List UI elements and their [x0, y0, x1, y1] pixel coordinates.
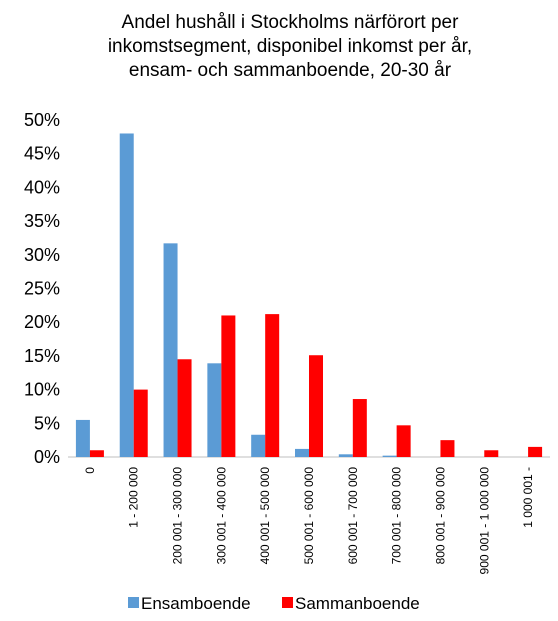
y-tick-label: 25% — [24, 279, 60, 299]
bar — [163, 243, 178, 457]
y-tick-label: 50% — [24, 110, 60, 130]
bar — [382, 455, 397, 457]
bar — [528, 446, 543, 457]
x-tick-label: 800 001 - 900 000 — [433, 467, 447, 565]
y-tick-label: 5% — [34, 413, 60, 433]
y-tick-label: 0% — [34, 447, 60, 467]
legend-label: Ensamboende — [141, 594, 251, 613]
bar — [89, 450, 104, 457]
x-tick-label: 600 001 - 700 000 — [346, 467, 360, 565]
bar — [221, 315, 236, 457]
y-tick-label: 15% — [24, 346, 60, 366]
legend-swatch — [128, 597, 139, 608]
bar — [352, 399, 367, 457]
chart-title: Andel hushåll i Stockholms närförort per — [122, 12, 460, 33]
x-tick-label: 1 - 200 000 — [127, 467, 141, 528]
y-tick-label: 35% — [24, 211, 60, 231]
bar — [484, 450, 499, 457]
bar — [177, 359, 192, 457]
bar — [440, 440, 455, 457]
bar — [265, 314, 280, 457]
y-tick-label: 45% — [24, 144, 60, 164]
legend-swatch — [282, 597, 293, 608]
bar — [133, 389, 148, 457]
bar — [75, 419, 90, 457]
bar — [338, 454, 353, 457]
x-tick-label: 0 — [83, 467, 97, 474]
bar — [119, 133, 134, 458]
bar — [207, 363, 222, 457]
x-tick-label: 400 001 - 500 000 — [258, 467, 272, 565]
x-tick-label: 300 001 - 400 000 — [214, 467, 228, 565]
y-tick-label: 20% — [24, 312, 60, 332]
bar — [295, 448, 309, 457]
chart-title: ensam- och sammanboende, 20-30 år — [129, 60, 452, 81]
legend-label: Sammanboende — [295, 594, 420, 613]
y-tick-label: 10% — [24, 380, 60, 400]
x-tick-label: 900 001 - 1 000 000 — [477, 467, 491, 575]
y-tick-label: 30% — [24, 245, 60, 265]
bar — [396, 425, 411, 457]
x-tick-label: 700 001 - 800 000 — [390, 467, 404, 565]
bar — [251, 434, 266, 457]
x-tick-label: 1 000 001 - — [521, 467, 535, 528]
x-tick-label: 500 001 - 600 000 — [302, 467, 316, 565]
chart-title: inkomstsegment, disponibel inkomst per å… — [108, 36, 472, 57]
bar — [309, 355, 323, 457]
x-tick-label: 200 001 - 300 000 — [171, 467, 185, 565]
y-tick-label: 40% — [24, 177, 60, 197]
